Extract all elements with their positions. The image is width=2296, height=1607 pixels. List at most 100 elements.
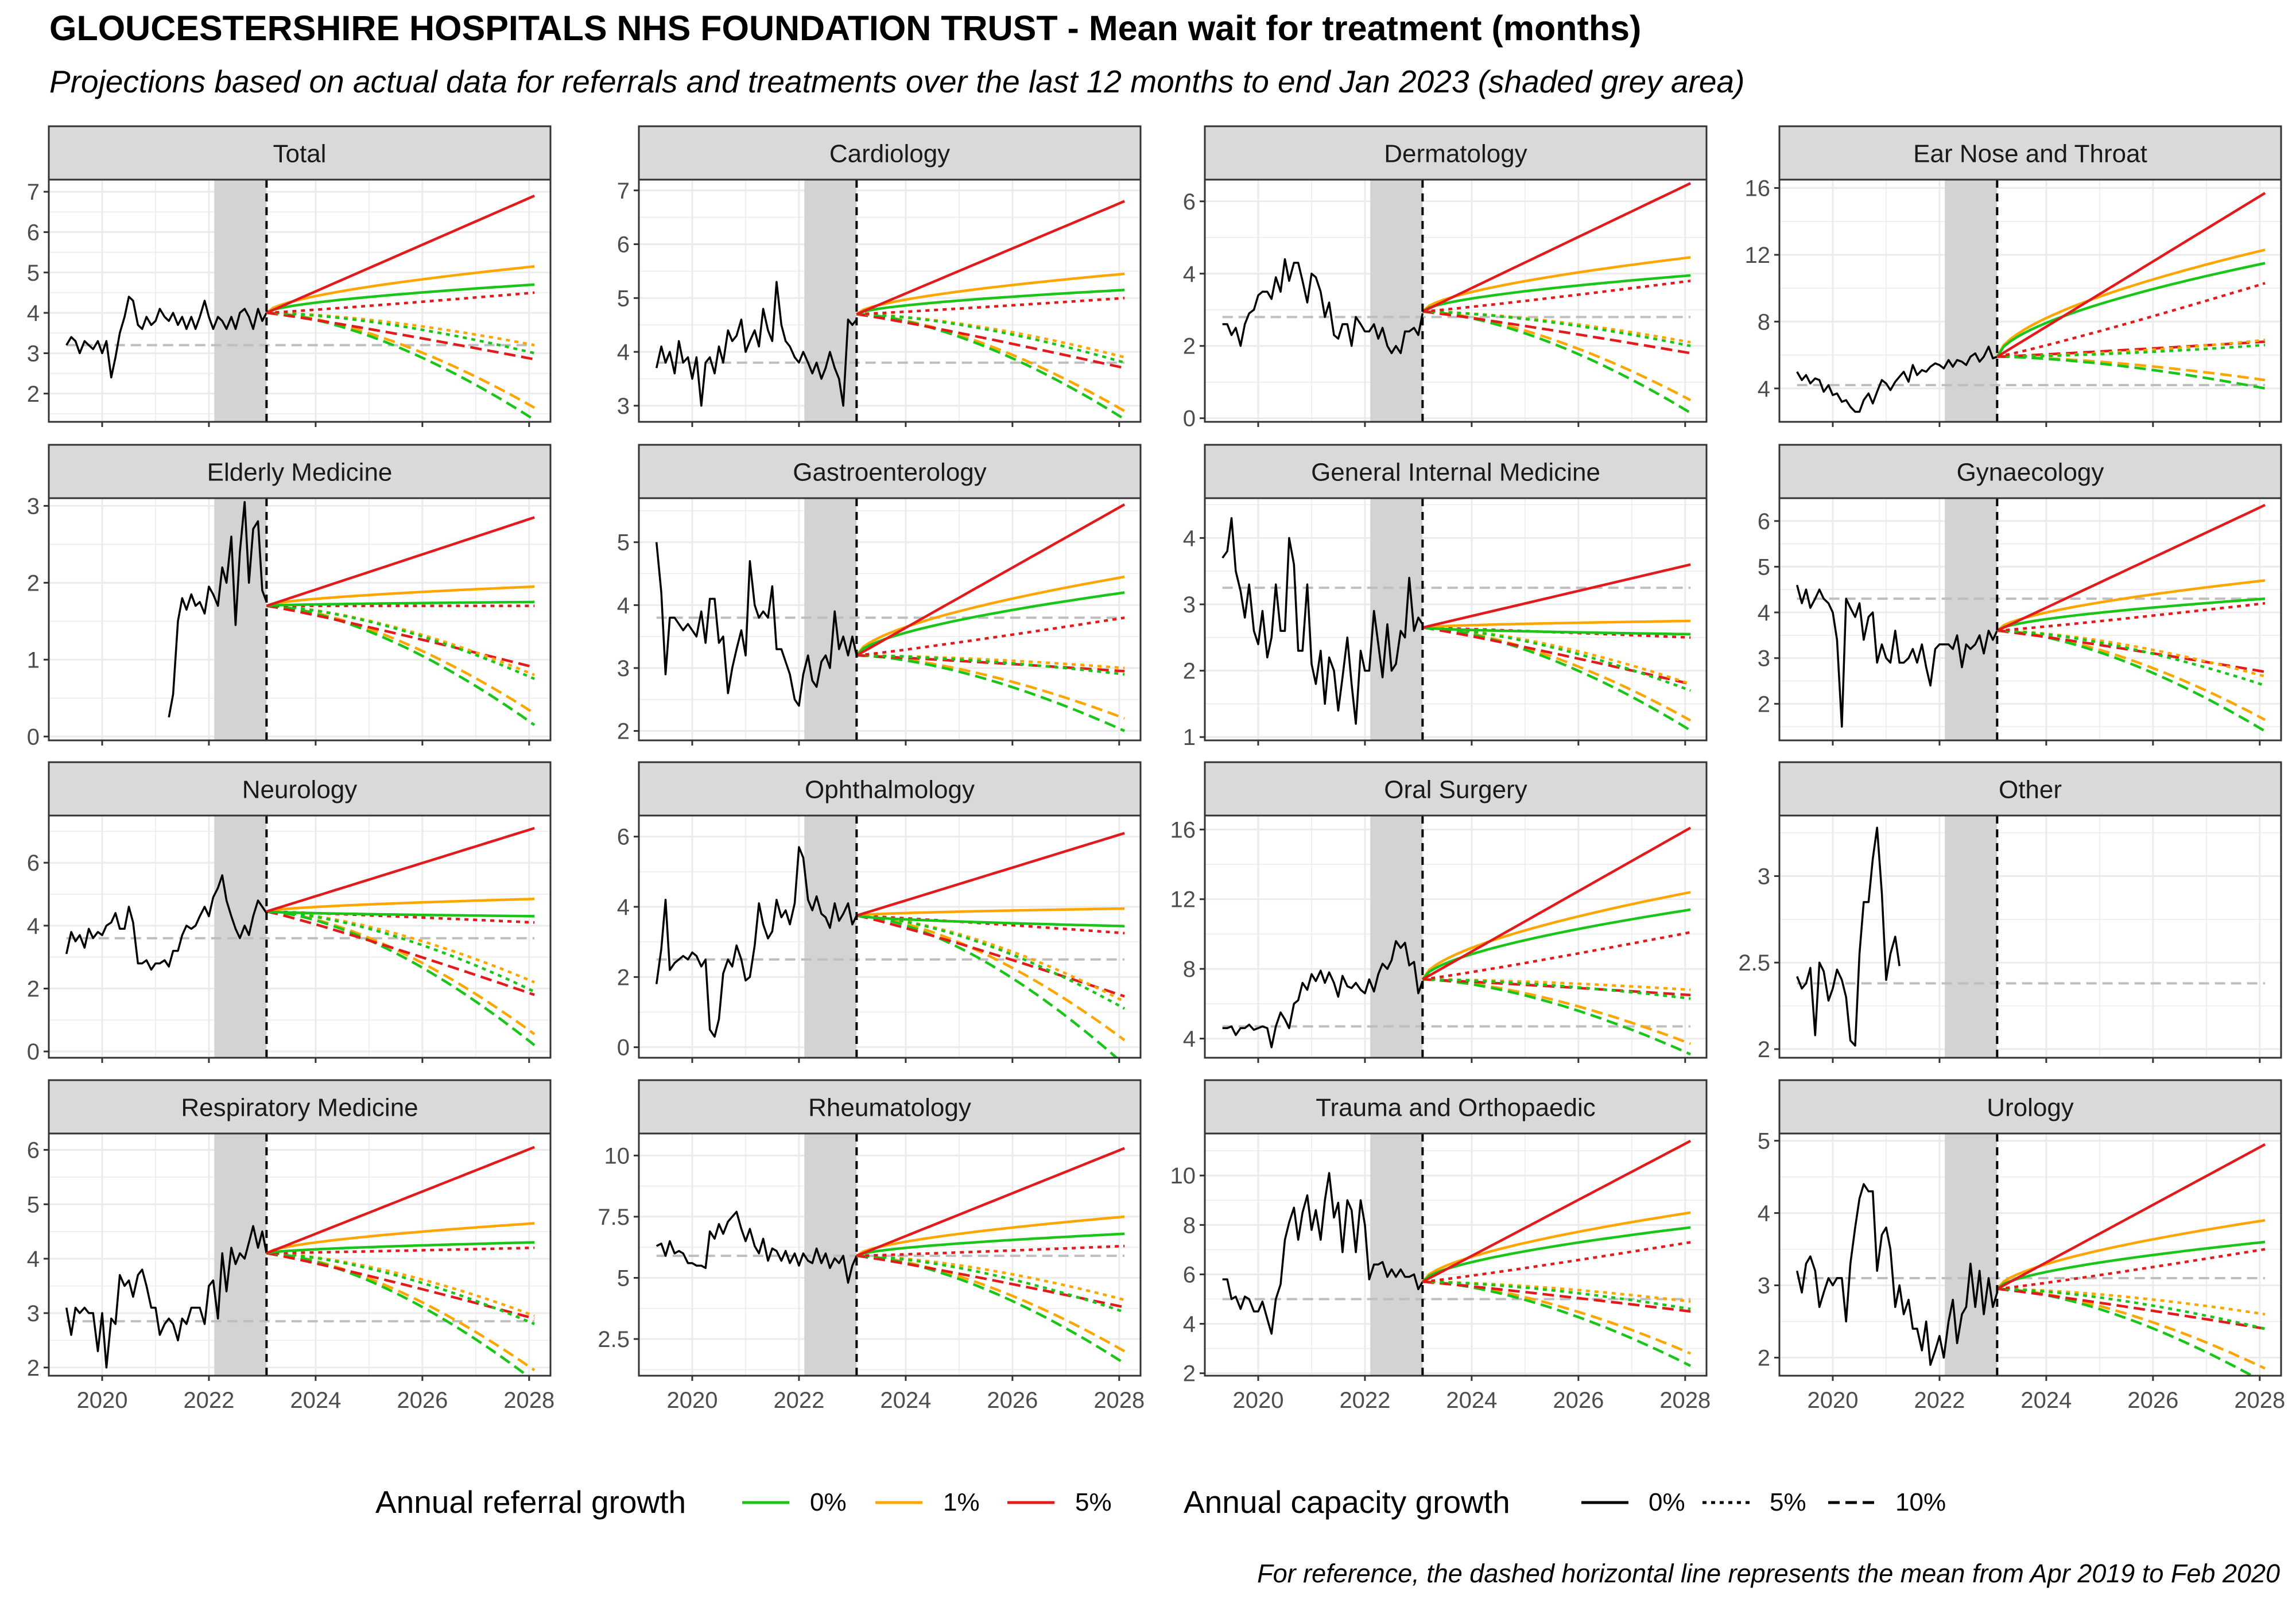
shaded-period (804, 1134, 857, 1376)
legend-label-capacity: 0% (1649, 1488, 1685, 1516)
y-tick-label: 1 (27, 647, 40, 673)
y-tick-label: 6 (1183, 1262, 1196, 1287)
x-tick-label: 2020 (666, 1388, 718, 1413)
panel-border (638, 178, 1142, 423)
y-tick-label: 16 (1745, 176, 1771, 201)
y-tick-label: 5 (27, 261, 40, 286)
chart-title: GLOUCESTERSHIRE HOSPITALS NHS FOUNDATION… (49, 9, 1642, 48)
projection-line (856, 914, 1125, 998)
x-tick-label: 2026 (397, 1388, 448, 1413)
projection-line (1422, 310, 1691, 355)
y-tick-label: 5 (1758, 554, 1770, 580)
y-tick-label: 6 (617, 825, 630, 850)
projection-line (856, 1215, 1125, 1257)
series-group (1222, 1139, 1692, 1367)
panel-border (48, 814, 552, 1059)
y-tick-label: 1 (1183, 725, 1196, 750)
y-tick-label: 6 (27, 851, 40, 876)
facet-title: Ear Nose and Throat (1913, 140, 2147, 168)
projection-line (1996, 1240, 2266, 1290)
projection-line (1996, 192, 2266, 358)
y-tick-label: 4 (617, 895, 630, 920)
facet-title: Gastroenterology (793, 459, 987, 487)
legend-label-referral: 0% (810, 1488, 847, 1516)
projection-line (856, 914, 1125, 927)
y-tick-label: 6 (617, 232, 630, 258)
projection-line (1422, 626, 1691, 692)
shaded-period (1370, 180, 1423, 422)
projection-line (266, 311, 535, 361)
y-tick-label: 3 (1758, 646, 1770, 671)
actual-line (1796, 826, 1901, 1047)
projection-line (1996, 262, 2266, 358)
projection-line (266, 1241, 535, 1255)
projection-line (856, 907, 1125, 917)
actual-line (1796, 584, 1998, 728)
projection-line (266, 604, 535, 680)
plot-background (1779, 498, 2281, 740)
y-tick-label: 2 (27, 976, 40, 1002)
facet-panel-neurology: Neurology 0 2 4 6 (27, 761, 552, 1065)
projection-line (1422, 1280, 1691, 1310)
gridlines (49, 498, 550, 740)
projection-line (1422, 931, 1691, 981)
gridlines (1205, 180, 1707, 422)
facet-title: General Internal Medicine (1311, 459, 1600, 487)
series-group (168, 500, 536, 727)
y-tick-label: 5 (617, 1266, 630, 1291)
projection-line (856, 313, 1126, 421)
actual-line (655, 281, 858, 407)
y-tick-label: 2 (1183, 334, 1196, 359)
y-tick-label: 2 (1183, 659, 1196, 684)
projection-line (856, 914, 1126, 1010)
facet-title: Ophthalmology (805, 776, 975, 804)
x-tick-label: 2020 (1807, 1388, 1858, 1413)
y-tick-label: 4 (1183, 1312, 1196, 1337)
y-tick-label: 2.5 (598, 1327, 630, 1352)
shaded-period (804, 816, 857, 1058)
projection-line (266, 604, 535, 669)
y-tick-label: 10 (604, 1143, 630, 1169)
gridlines (1779, 180, 2281, 422)
projection-line (1422, 978, 1692, 1055)
projection-line (1421, 891, 1691, 980)
projection-line (266, 1222, 535, 1255)
gridlines (1205, 816, 1707, 1058)
projection-line (1422, 1241, 1691, 1283)
facet-panel-respiratory-medicine: Respiratory Medicine 2 3 4 5 6 2020 2022 2024 202… (27, 1079, 554, 1413)
y-tick-label: 4 (617, 593, 630, 618)
shaded-period (1945, 816, 1998, 1058)
projection-line (266, 910, 535, 918)
facet-panel-urology: Urology 2 3 4 5 2020 2022 2024 2026 2028 (1758, 1079, 2285, 1413)
y-tick-label: 4 (1758, 600, 1770, 626)
facet-panel-rheumatology: Rheumatology 2.5 5 7.5 10 2020 2022 2024 2026 202… (598, 1079, 1145, 1413)
projection-line (266, 600, 535, 607)
facet-title: Dermatology (1384, 140, 1527, 168)
facet-title: Respiratory Medicine (181, 1094, 418, 1122)
y-tick-label: 8 (1183, 1213, 1196, 1238)
facet-panel-general-internal-medicine: General Internal Medicine 1 2 3 4 (1183, 444, 1708, 750)
facet-title: Neurology (242, 776, 358, 804)
projection-line (1997, 343, 2266, 358)
gridlines (639, 816, 1141, 1058)
y-tick-label: 10 (1170, 1163, 1196, 1189)
projection-line (856, 832, 1125, 917)
plot-background (639, 1134, 1141, 1376)
projection-line (266, 604, 536, 727)
projection-line (266, 910, 535, 996)
projection-line (1422, 280, 1691, 313)
projection-line (266, 1252, 530, 1376)
x-tick-label: 2020 (76, 1388, 127, 1413)
plot-background (639, 816, 1141, 1058)
x-tick-label: 2024 (880, 1388, 931, 1413)
y-tick-label: 3 (617, 656, 630, 681)
y-tick-label: 6 (27, 220, 40, 245)
projection-line (856, 654, 1125, 676)
actual-line (168, 500, 268, 718)
y-tick-label: 8 (1758, 309, 1770, 335)
series-group (656, 1147, 1126, 1365)
x-tick-label: 2028 (2234, 1388, 2285, 1413)
facet-title: Gynaecology (1957, 459, 2104, 487)
series-group (1222, 182, 1692, 414)
panel-border (1778, 1132, 2282, 1377)
